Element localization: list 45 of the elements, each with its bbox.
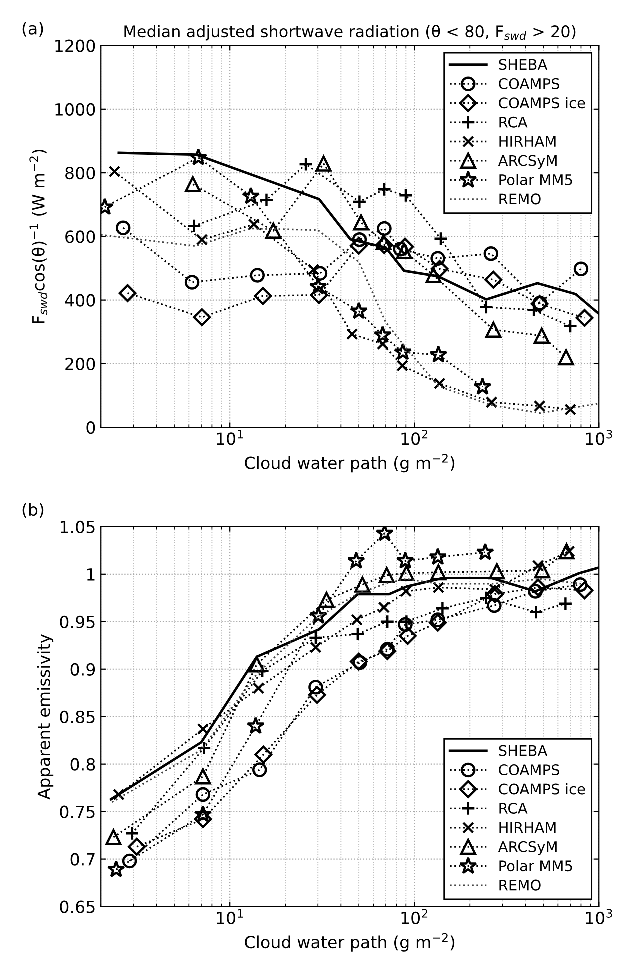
y-axis-title: F$_{swd}$cos(θ)$^{−1}$ (W m$^{−2}$) (30, 150, 48, 324)
y-tick-label: 0.7 (70, 853, 95, 866)
y-tick-label: 0.9 (70, 663, 96, 676)
legend-label: COAMPS ice (499, 97, 586, 109)
y-tick-label: 200 (66, 358, 96, 371)
y-tick-label: 0 (86, 422, 96, 434)
x-tick-label: 10$^{2}$ (402, 430, 428, 446)
legend-label: REMO (500, 880, 541, 891)
legend-label: RCA (500, 116, 528, 128)
legend-label: RCA (500, 802, 528, 814)
text: (b) (22, 503, 44, 518)
text: (a) (22, 22, 44, 37)
y-tick-label: 600 (66, 230, 96, 244)
legend-label: HIRHAM (500, 822, 556, 833)
y-tick-label: 0.95 (60, 616, 95, 628)
x-tick-label: 10$^{3}$ (586, 909, 612, 924)
y-tick-label: 0.65 (60, 900, 95, 914)
y-tick-label: 400 (65, 294, 96, 307)
x-tick-label: 10$^{1}$ (217, 430, 244, 446)
y-tick-label: 1 (87, 568, 95, 581)
legend-label: SHEBA (499, 59, 548, 70)
legend-label: SHEBA (499, 745, 548, 756)
legend-label: COAMPS (499, 78, 560, 90)
y-tick-label: 0.8 (70, 758, 96, 771)
legend-label: Polar MM5 (500, 174, 572, 186)
legend-label: ARCSyM (498, 155, 557, 170)
y-tick-label: 0.75 (60, 806, 95, 818)
legend-label: HIRHAM (500, 136, 556, 147)
x-tick-label: 10$^{3}$ (586, 430, 612, 446)
y-tick-label: 1.05 (60, 520, 95, 534)
legend-label: Polar MM5 (500, 860, 572, 872)
legend-label: COAMPS ice (499, 783, 586, 795)
y-tick-label: 1200 (56, 40, 96, 52)
y-tick-label: 1000 (56, 103, 96, 116)
legend-label: REMO (500, 194, 541, 205)
legend-label: COAMPS (499, 764, 560, 776)
x-tick-label: 10$^{2}$ (402, 909, 428, 924)
x-tick-label: 10$^{1}$ (217, 909, 244, 924)
y-tick-label: 0.85 (60, 710, 95, 724)
y-axis-title: Apparent emissivity (37, 634, 54, 800)
legend-label: ARCSyM (498, 841, 557, 856)
y-tick-label: 800 (66, 167, 96, 180)
x-axis-title: Cloud water path (g m$^{−2}$) (245, 454, 455, 473)
chart-title: Median adjusted shortwave radiation (θ < 80, F$_{swd}$ > 20) (124, 25, 576, 41)
x-axis-title: Cloud water path (g m$^{−2}$) (245, 933, 455, 952)
